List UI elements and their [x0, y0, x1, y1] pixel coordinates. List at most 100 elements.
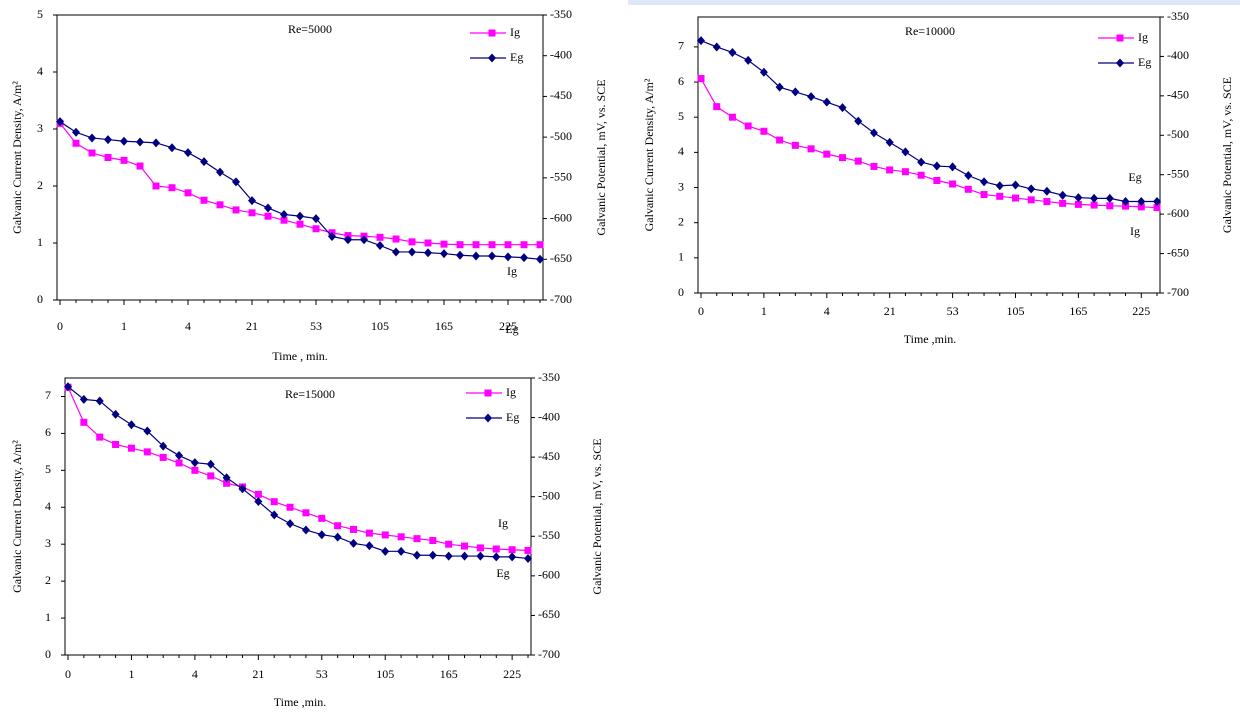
- data-point: [488, 251, 496, 261]
- data-point: [301, 525, 310, 535]
- data-point: [334, 522, 342, 530]
- y2-tick-label: -600: [550, 210, 572, 224]
- data-point: [1074, 193, 1083, 203]
- x-tick-label: 105: [1006, 304, 1024, 318]
- data-point: [365, 541, 374, 551]
- x-axis-label: Time , min.: [272, 349, 328, 363]
- data-point: [120, 156, 128, 164]
- data-point: [1042, 186, 1051, 196]
- x-tick-label: 53: [947, 304, 959, 318]
- y-tick-label: 0: [45, 647, 51, 661]
- data-point: [822, 97, 831, 107]
- data-point: [1105, 193, 1114, 203]
- data-point: [270, 498, 278, 506]
- data-point: [728, 47, 737, 57]
- data-point: [488, 241, 496, 249]
- data-point: [80, 418, 88, 426]
- data-point: [270, 510, 279, 520]
- data-point: [728, 113, 736, 121]
- data-point: [344, 235, 352, 245]
- data-point: [424, 239, 432, 247]
- data-point: [520, 241, 528, 249]
- data-point: [136, 162, 144, 170]
- data-point: [296, 211, 304, 221]
- data-point: [932, 161, 941, 171]
- data-point: [964, 171, 973, 181]
- data-point: [238, 484, 247, 494]
- legend-label: Eg: [1138, 55, 1151, 69]
- data-point: [444, 551, 453, 561]
- y2-axis-label: Galvanic Potential, mV, vs. SCE: [590, 438, 604, 594]
- data-point: [413, 535, 421, 543]
- y-tick-label: 4: [37, 64, 43, 78]
- data-point: [95, 396, 104, 406]
- data-point: [381, 546, 390, 556]
- data-point: [1011, 180, 1020, 190]
- y-tick-label: 0: [37, 292, 43, 306]
- data-point: [286, 519, 295, 529]
- data-point: [96, 433, 104, 441]
- y-tick-label: 1: [678, 250, 684, 264]
- data-point: [1106, 202, 1114, 210]
- line-annotation: Eg: [496, 566, 509, 580]
- data-point: [440, 249, 448, 259]
- chart-title: Re=10000: [905, 24, 955, 38]
- data-point: [1137, 203, 1145, 211]
- y2-tick-label: -400: [538, 409, 560, 423]
- data-point: [296, 220, 304, 228]
- x-tick-label: 0: [698, 304, 704, 318]
- y-tick-label: 6: [45, 425, 51, 439]
- x-tick-label: 21: [252, 667, 264, 681]
- x-tick-label: 165: [435, 319, 453, 333]
- data-point: [476, 544, 484, 552]
- data-point: [520, 253, 528, 263]
- y-tick-label: 3: [37, 121, 43, 135]
- data-point: [1059, 199, 1067, 207]
- x-tick-label: 225: [503, 667, 521, 681]
- data-point: [328, 231, 336, 241]
- data-point: [1090, 193, 1099, 203]
- data-point: [88, 149, 96, 157]
- y2-tick-label: -400: [550, 47, 572, 61]
- data-point: [280, 210, 288, 219]
- y2-axis-label: Galvanic Potential, mV, vs. SCE: [1220, 77, 1234, 233]
- data-point: [333, 532, 342, 542]
- data-point: [980, 177, 989, 187]
- y2-tick-label: -500: [538, 488, 560, 502]
- data-point: [697, 75, 705, 83]
- y2-tick-label: -700: [550, 292, 572, 306]
- data-point: [392, 247, 400, 257]
- legend-label: Ig: [510, 25, 520, 39]
- x-tick-label: 225: [1132, 304, 1150, 318]
- data-point: [312, 225, 320, 233]
- y2-tick-label: -550: [550, 170, 572, 184]
- data-point: [1058, 190, 1067, 200]
- data-point: [807, 145, 815, 153]
- x-tick-label: 165: [1069, 304, 1087, 318]
- data-point: [79, 394, 88, 404]
- data-point: [152, 182, 160, 190]
- data-point: [232, 206, 240, 214]
- y-axis-label: Galvanic Current Density, A/m²: [10, 440, 24, 593]
- data-point: [759, 67, 768, 77]
- x-tick-label: 105: [371, 319, 389, 333]
- y2-axis-label: Galvanic Potential, mV, vs. SCE: [594, 79, 608, 235]
- x-tick-label: 1: [128, 667, 134, 681]
- y-axis-label: Galvanic Current Density, A/m²: [10, 81, 24, 234]
- data-point: [184, 189, 192, 197]
- y2-tick-label: -700: [1167, 285, 1189, 299]
- x-tick-label: 225: [499, 319, 517, 333]
- x-tick-label: 0: [57, 319, 63, 333]
- data-point: [397, 546, 406, 556]
- data-point: [839, 154, 847, 162]
- x-tick-label: 165: [440, 667, 458, 681]
- legend-marker: [1116, 58, 1124, 68]
- data-point: [56, 117, 64, 127]
- y2-tick-label: -600: [1167, 206, 1189, 220]
- data-point: [232, 177, 240, 187]
- data-point: [744, 55, 753, 65]
- data-point: [1027, 196, 1035, 204]
- data-point: [1137, 197, 1146, 207]
- data-point: [536, 254, 544, 264]
- data-point: [254, 496, 263, 506]
